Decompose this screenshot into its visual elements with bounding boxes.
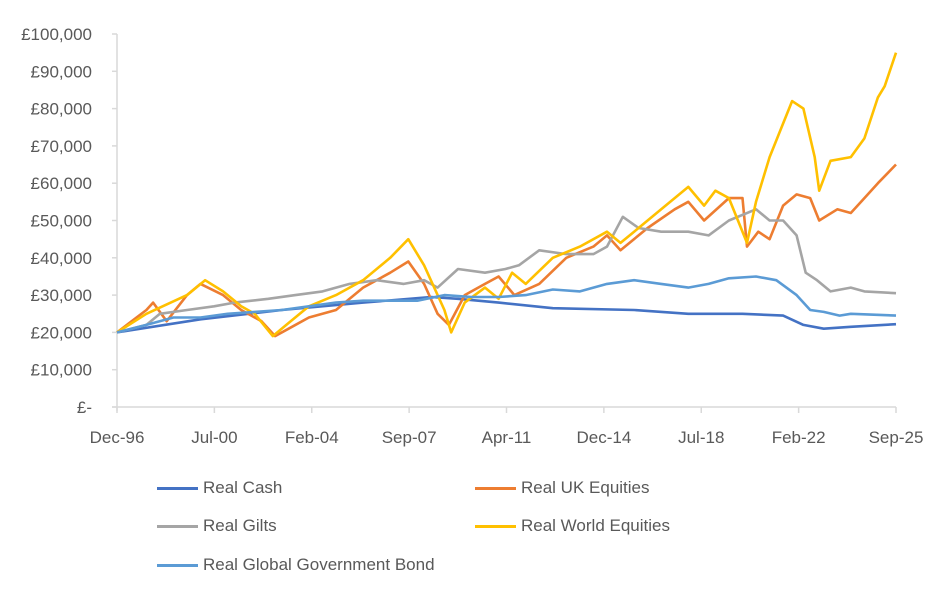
legend-label: Real UK Equities <box>521 478 650 497</box>
series-line-real-gilts <box>116 208 897 334</box>
y-tick-label: £50,000 <box>31 212 92 231</box>
x-tick-label: Sep-25 <box>869 428 924 447</box>
legend-label: Real Cash <box>203 478 283 497</box>
x-tick-label: Jul-18 <box>678 428 724 447</box>
y-tick-label: £10,000 <box>31 361 92 380</box>
y-tick-label: £60,000 <box>31 174 92 193</box>
y-tick-label: £80,000 <box>31 100 92 119</box>
series-line-real-world-equities <box>116 52 898 338</box>
x-tick-label: Dec-96 <box>90 428 145 447</box>
y-tick-label: £90,000 <box>31 62 92 81</box>
legend-label: Real Global Government Bond <box>203 555 435 574</box>
x-tick-label: Feb-22 <box>772 428 826 447</box>
legend-swatch <box>157 486 198 490</box>
series-line-real-cash <box>116 295 897 334</box>
legend-swatch <box>157 563 198 567</box>
legend-label: Real Gilts <box>203 516 277 535</box>
y-tick-label: £70,000 <box>31 137 92 156</box>
legend-swatch <box>157 524 198 528</box>
legend-swatch <box>475 524 516 528</box>
x-tick-label: Sep-07 <box>382 428 437 447</box>
series-line-real-uk-equities <box>116 163 897 338</box>
y-tick-label: £20,000 <box>31 323 92 342</box>
legend-item-real-global-government-bond: Real Global Government Bond <box>157 555 435 575</box>
legend-swatch <box>475 486 516 490</box>
y-tick-label: £100,000 <box>21 25 92 44</box>
legend-item-real-gilts: Real Gilts <box>157 516 277 536</box>
legend-label: Real World Equities <box>521 516 670 535</box>
legend-item-real-cash: Real Cash <box>157 478 282 498</box>
y-tick-label: £- <box>77 398 92 417</box>
series-line-real-global-government-bond <box>116 275 897 334</box>
legend-item-real-world-equities: Real World Equities <box>475 516 670 536</box>
x-tick-label: Jul-00 <box>191 428 237 447</box>
x-tick-label: Feb-04 <box>285 428 339 447</box>
x-tick-label: Apr-11 <box>482 428 532 447</box>
legend-item-real-uk-equities: Real UK Equities <box>475 478 650 498</box>
y-tick-label: £30,000 <box>31 286 92 305</box>
x-tick-label: Dec-14 <box>576 428 631 447</box>
y-tick-label: £40,000 <box>31 249 92 268</box>
